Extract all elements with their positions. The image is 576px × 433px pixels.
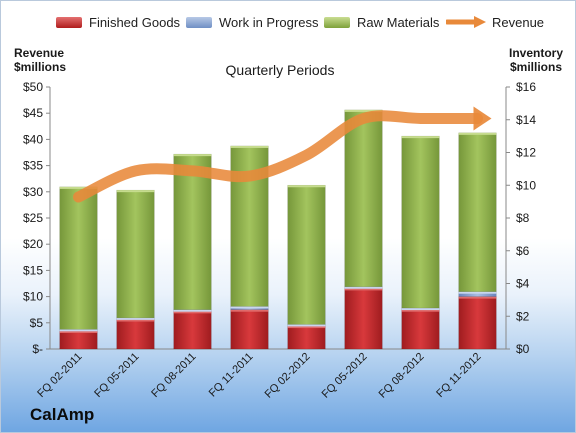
left-tick-label: $45: [23, 106, 43, 120]
bar-raw-materials-highlight: [59, 186, 98, 189]
bar-work-in-progress-highlight: [116, 317, 155, 320]
bar-finished-goods-highlight: [59, 330, 98, 333]
bar-finished-goods: [287, 325, 326, 350]
bar-finished-goods-highlight: [116, 319, 155, 322]
chart-legend: Finished Goods Work in Progress Raw Mate…: [0, 10, 576, 34]
bar-finished-goods: [344, 288, 383, 350]
bar-finished-goods: [458, 296, 497, 350]
bar-work-in-progress-highlight: [59, 329, 98, 332]
right-tick-label: $4: [516, 277, 530, 291]
bar-finished-goods: [59, 330, 98, 350]
legend-item-revenue: Revenue: [446, 10, 544, 34]
x-tick-label: FQ 05-2012: [320, 351, 370, 401]
right-tick-label: $2: [516, 309, 530, 323]
right-axis-title-line2: $millions: [509, 60, 562, 74]
revenue-line: [73, 110, 483, 203]
bar-raw-materials: [458, 132, 497, 292]
left-tick-label: $10: [23, 290, 43, 304]
bar-finished-goods: [230, 309, 269, 350]
bar-raw-materials: [287, 184, 326, 325]
right-tick-label: $8: [516, 211, 530, 225]
x-tick-label: FQ 08-2012: [377, 351, 427, 401]
left-tick-label: $50: [23, 80, 43, 94]
left-tick-label: $30: [23, 185, 43, 199]
bar-work-in-progress-highlight: [173, 309, 212, 312]
bar-raw-materials-highlight: [344, 109, 383, 112]
bar-raw-materials: [344, 109, 383, 288]
bar-raw-materials-highlight: [230, 145, 269, 148]
left-tick-label: $25: [23, 211, 43, 225]
bar-work-in-progress-highlight: [344, 286, 383, 289]
x-tick-label: FQ 11-2012: [434, 351, 483, 400]
legend-swatch-raw-materials: [324, 16, 350, 28]
legend-item-finished-goods: Finished Goods: [56, 10, 180, 34]
right-tick-label: $0: [516, 342, 530, 356]
x-tick-label: FQ 02-2012: [263, 351, 313, 401]
bar-finished-goods-highlight: [230, 309, 269, 312]
left-tick-label: $-: [32, 342, 43, 356]
bar-finished-goods-highlight: [401, 309, 440, 312]
bar-finished-goods-highlight: [173, 311, 212, 314]
bar-raw-materials: [116, 189, 155, 319]
bar-raw-materials-highlight: [173, 154, 212, 157]
right-axis-title: Inventory $millions: [508, 46, 564, 74]
bar-finished-goods: [116, 319, 155, 350]
bar-raw-materials: [173, 153, 212, 310]
bar-raw-materials-highlight: [287, 185, 326, 188]
legend-label-work-in-progress: Work in Progress: [219, 14, 319, 30]
bar-raw-materials: [401, 135, 440, 309]
left-tick-label: $5: [30, 316, 44, 330]
left-tick-label: $15: [23, 263, 43, 277]
bar-work-in-progress-highlight: [287, 324, 326, 327]
bar-raw-materials-highlight: [116, 190, 155, 193]
legend-item-raw-materials: Raw Materials: [324, 10, 439, 34]
right-tick-label: $10: [516, 178, 536, 192]
right-tick-label: $12: [516, 146, 536, 160]
left-axis-title: Revenue $millions: [14, 46, 66, 74]
x-tick-label: FQ 02-2011: [35, 351, 84, 400]
company-name: CalAmp: [30, 405, 95, 424]
legend-label-finished-goods: Finished Goods: [89, 14, 181, 30]
left-axis-title-line2: $millions: [14, 60, 67, 74]
legend-label-raw-materials: Raw Materials: [357, 14, 440, 30]
bar-work-in-progress-highlight: [458, 291, 497, 294]
bar-raw-materials-highlight: [401, 136, 440, 139]
bar-finished-goods-highlight: [458, 296, 497, 299]
left-axis-title-line1: Revenue: [14, 46, 65, 60]
x-tick-label: FQ 05-2011: [92, 351, 141, 400]
legend-swatch-work-in-progress: [186, 16, 212, 28]
bar-finished-goods-highlight: [287, 326, 326, 329]
right-tick-label: $6: [516, 244, 530, 258]
bar-finished-goods: [173, 311, 212, 350]
right-tick-label: $14: [516, 113, 536, 127]
x-tick-label: FQ 11-2011: [207, 351, 256, 400]
x-tick-label: FQ 08-2011: [149, 351, 198, 400]
legend-arrow-icon: [446, 16, 486, 28]
bar-work-in-progress-highlight: [230, 306, 269, 309]
legend-item-work-in-progress: Work in Progress: [186, 10, 318, 34]
bar-raw-materials: [59, 186, 98, 330]
legend-swatch-finished-goods: [56, 16, 82, 28]
left-tick-label: $20: [23, 237, 43, 251]
bar-work-in-progress-highlight: [401, 308, 440, 311]
right-axis-title-line1: Inventory: [508, 46, 563, 60]
chart-title: Quarterly Periods: [225, 62, 335, 78]
bar-finished-goods-highlight: [344, 288, 383, 291]
right-tick-label: $16: [516, 80, 536, 94]
bar-finished-goods: [401, 309, 440, 350]
left-tick-label: $40: [23, 132, 43, 146]
legend-label-revenue: Revenue: [492, 14, 545, 30]
left-tick-label: $35: [23, 159, 43, 173]
bar-raw-materials-highlight: [458, 132, 497, 135]
revenue-arrowhead: [473, 106, 492, 131]
